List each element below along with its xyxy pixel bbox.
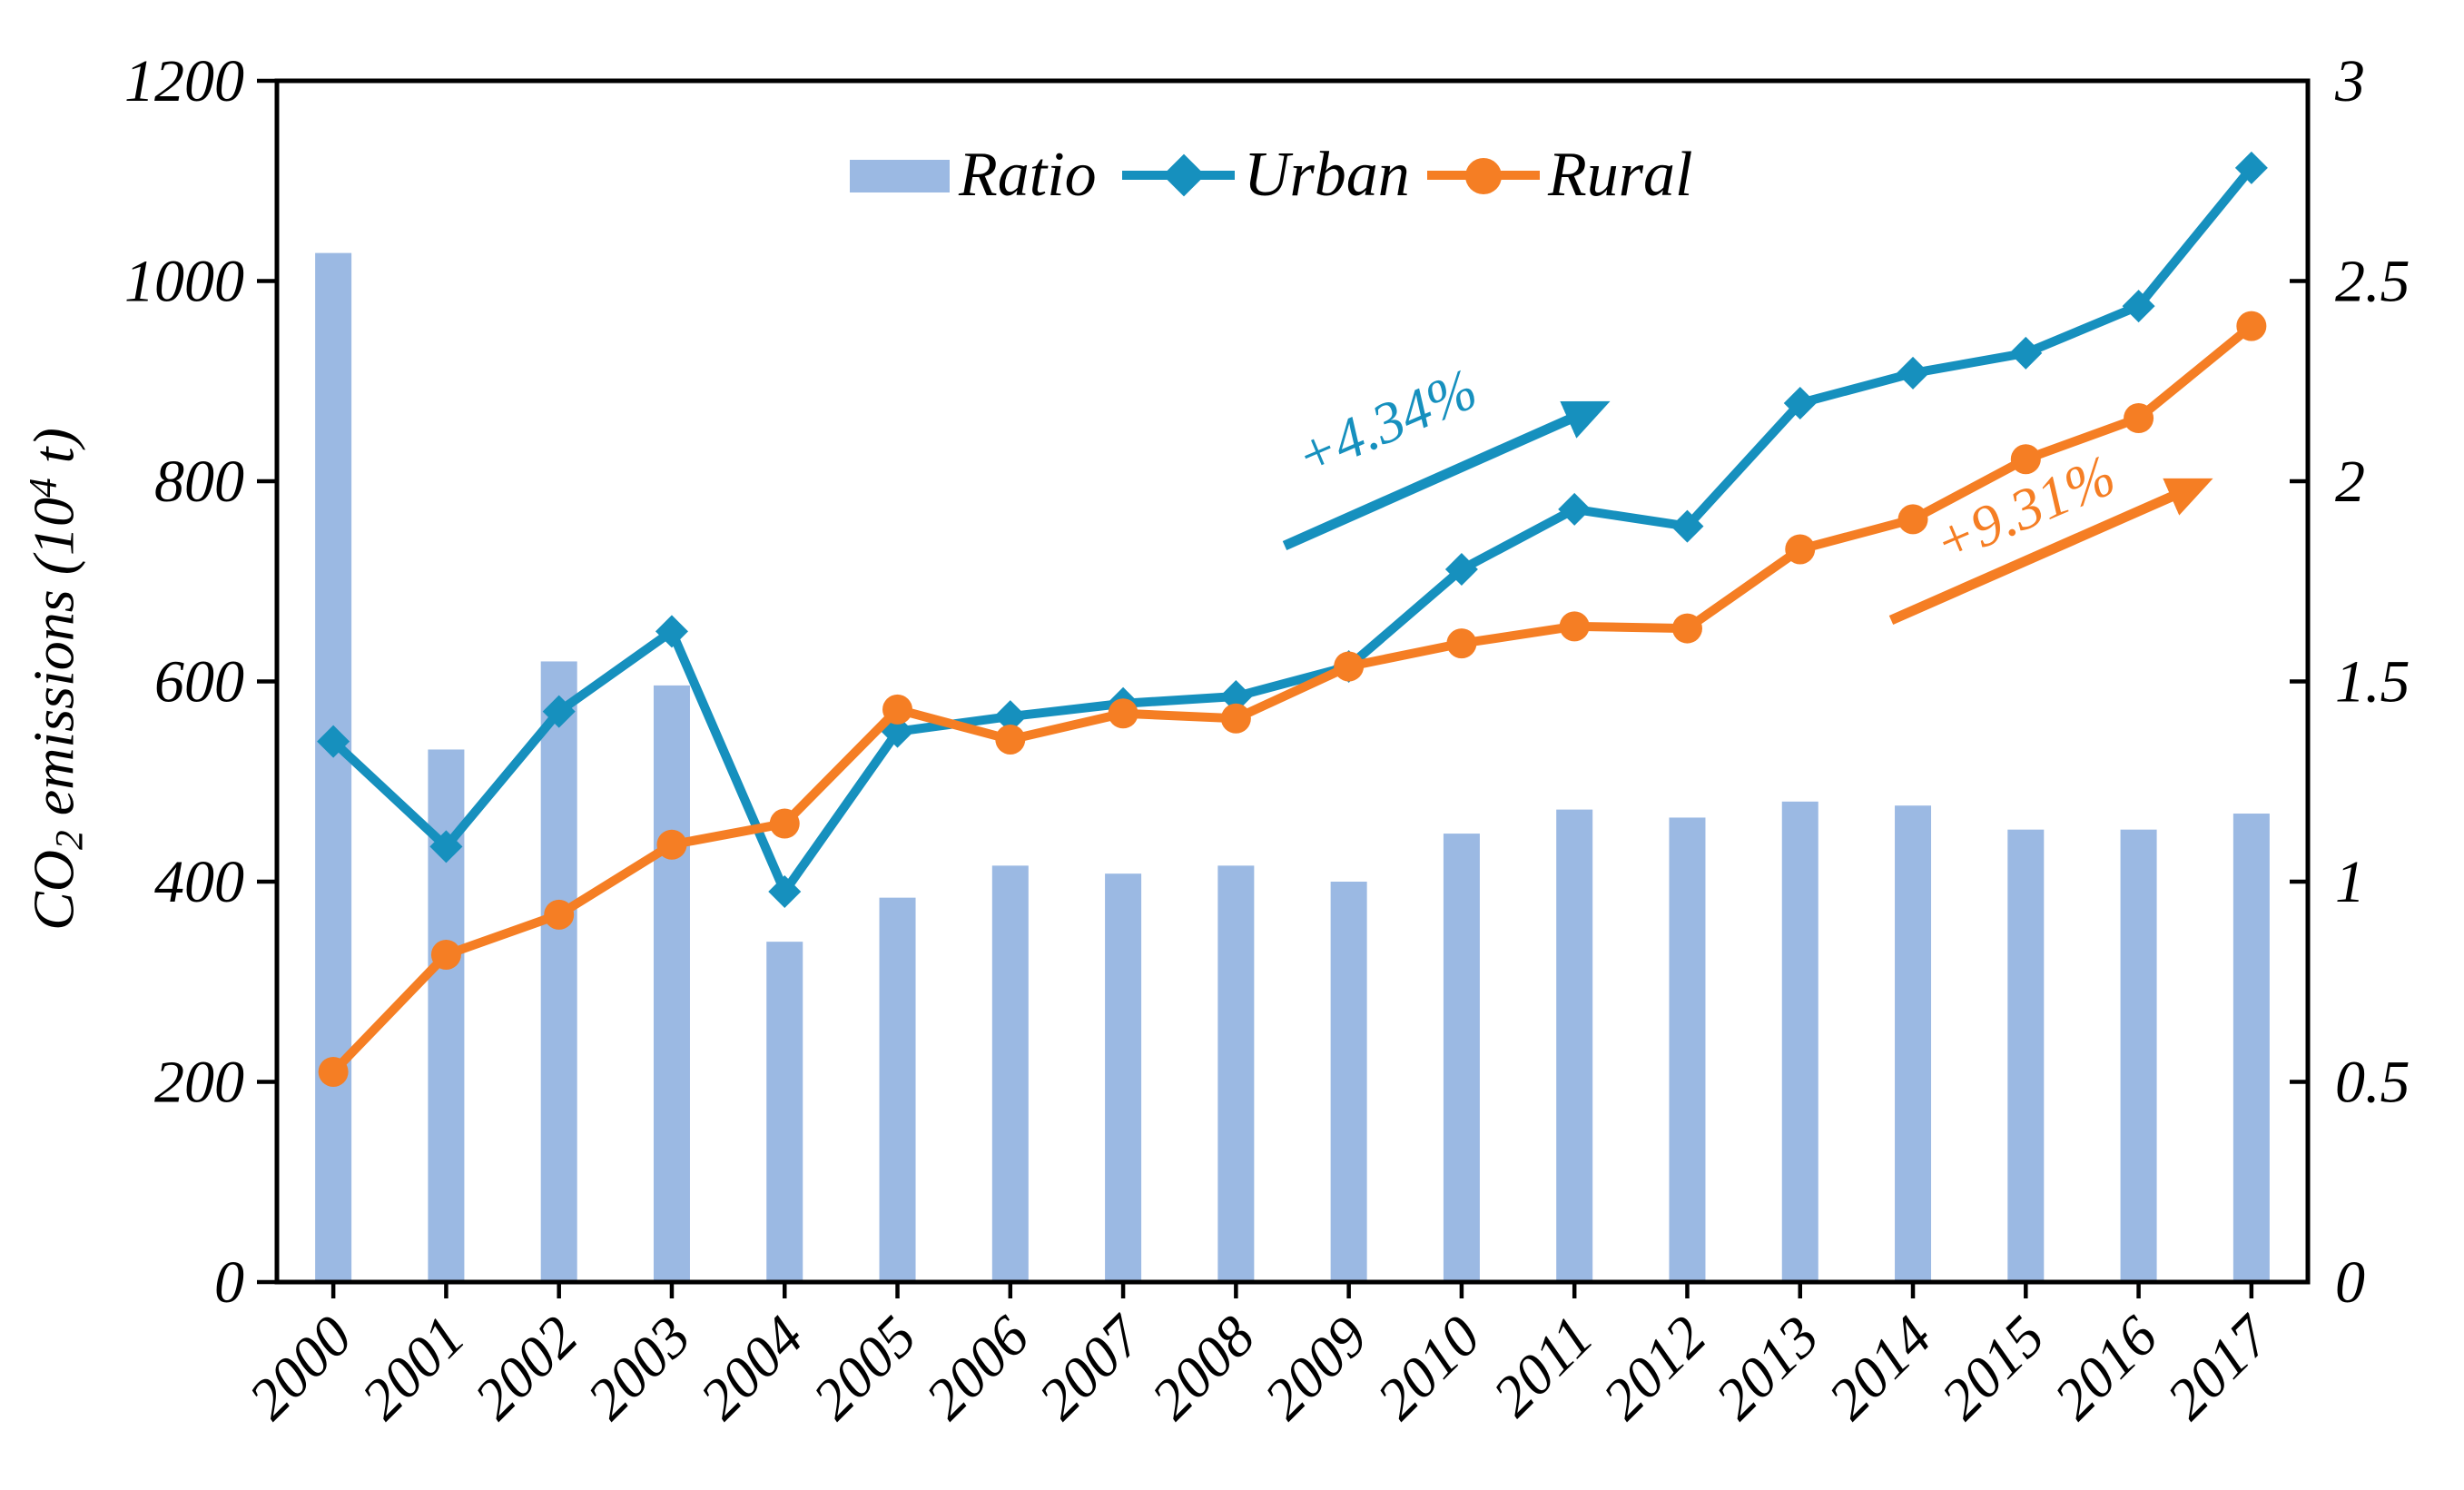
ratio-bar-2009	[1330, 882, 1367, 1282]
x-tick-label-2003: 2003	[575, 1304, 703, 1432]
rural-point-2013	[1785, 534, 1816, 565]
rural-point-2012	[1671, 613, 1702, 644]
ratio-bar-2003	[653, 685, 690, 1282]
ratio-bar-2008	[1217, 865, 1255, 1282]
right-tick-label: 0.5	[2335, 1050, 2410, 1116]
x-tick-label-2008: 2008	[1139, 1304, 1267, 1432]
left-tick-label: 200	[154, 1050, 244, 1116]
urban-point-2016	[2122, 290, 2155, 323]
x-tick-label-2010: 2010	[1365, 1304, 1493, 1432]
ratio-bar-2012	[1669, 817, 1706, 1282]
urban-point-2008	[1219, 680, 1253, 714]
urban-growth-arrow-icon	[1282, 400, 1611, 551]
rural-point-2008	[1220, 703, 1251, 734]
x-axis: 2000200120022003200420052006200720082009…	[236, 1282, 2284, 1431]
rural-point-2005	[882, 694, 913, 725]
rural-point-2003	[656, 829, 687, 860]
urban-point-2012	[1671, 509, 1704, 543]
left-tick-label: 400	[154, 849, 244, 915]
left-tick-label: 600	[154, 649, 244, 715]
rural-point-2011	[1559, 611, 1590, 642]
right-axis: 0 0.5 1 1.5 2 2.5 3	[2290, 48, 2410, 1316]
ratio-bar-2005	[879, 897, 916, 1282]
x-tick-label-2007: 2007	[1026, 1302, 1156, 1432]
x-tick-label-2014: 2014	[1816, 1304, 1944, 1432]
x-tick-label-2006: 2006	[913, 1304, 1041, 1432]
urban-line-series	[317, 151, 2268, 909]
ratio-bar-2006	[991, 865, 1029, 1282]
x-tick-label-2005: 2005	[801, 1304, 929, 1432]
rural-point-2017	[2236, 311, 2267, 341]
right-tick-label: 3	[2334, 48, 2365, 114]
right-tick-label: 0	[2335, 1249, 2365, 1316]
left-tick-label: 800	[154, 449, 244, 515]
right-tick-label: 2.5	[2335, 249, 2410, 315]
urban-point-2015	[2009, 336, 2043, 370]
x-tick-label-2011: 2011	[1481, 1304, 1605, 1428]
right-tick-label: 2	[2335, 449, 2365, 515]
ratio-bar-2016	[2120, 829, 2157, 1282]
right-tick-label: 1	[2335, 849, 2365, 915]
x-tick-label-2000: 2000	[236, 1304, 364, 1432]
ratio-bar-2011	[1556, 809, 1593, 1282]
urban-point-2014	[1897, 356, 1930, 390]
ratio-bar-2007	[1105, 873, 1142, 1282]
urban-point-2010	[1444, 553, 1478, 587]
left-tick-label: 1200	[124, 48, 244, 114]
urban-point-2001	[429, 830, 463, 863]
ratio-bar-2010	[1443, 834, 1480, 1282]
urban-point-2003	[655, 615, 688, 648]
rural-point-2000	[318, 1056, 349, 1087]
rural-point-2016	[2124, 403, 2154, 434]
rural-point-2001	[430, 939, 461, 970]
urban-point-2000	[317, 725, 350, 758]
ratio-bar-2004	[766, 942, 803, 1282]
urban-point-2013	[1783, 387, 1817, 420]
left-axis: 0 200 400 600 800 1000 1200	[124, 48, 277, 1316]
urban-point-2004	[768, 875, 802, 909]
rural-point-2014	[1897, 504, 1928, 535]
rural-point-2015	[2010, 444, 2041, 475]
rural-point-2009	[1334, 651, 1365, 682]
right-tick-label: 1.5	[2335, 649, 2410, 715]
urban-point-2017	[2234, 151, 2268, 184]
ratio-bar-2013	[1781, 801, 1818, 1282]
x-tick-label-2002: 2002	[462, 1304, 590, 1432]
ratio-bar-2015	[2007, 829, 2045, 1282]
x-tick-label-2001: 2001	[350, 1304, 478, 1432]
left-tick-label: 0	[214, 1249, 244, 1316]
rural-point-2007	[1108, 698, 1138, 729]
x-tick-label-2009: 2009	[1252, 1304, 1380, 1432]
ratio-bar-2014	[1895, 805, 1932, 1282]
rural-point-2010	[1446, 628, 1477, 659]
ratio-bar-2000	[315, 252, 352, 1282]
rural-point-2004	[769, 808, 800, 839]
x-tick-label-2016: 2016	[2042, 1304, 2170, 1432]
ratio-bars	[315, 252, 2270, 1282]
x-tick-label-2013: 2013	[1703, 1304, 1831, 1432]
rural-line-series	[318, 311, 2267, 1087]
rural-point-2002	[544, 899, 575, 930]
urban-point-2002	[542, 695, 576, 728]
x-tick-label-2015: 2015	[1928, 1304, 2056, 1432]
rural-point-2006	[995, 724, 1026, 755]
ratio-bar-2017	[2232, 814, 2270, 1282]
urban-point-2006	[993, 700, 1027, 734]
rural-growth-arrow-icon	[1888, 478, 2213, 626]
x-tick-label-2017: 2017	[2154, 1302, 2284, 1432]
left-tick-label: 1000	[124, 249, 244, 315]
x-tick-label-2012: 2012	[1591, 1304, 1719, 1432]
ratio-bar-2002	[540, 661, 577, 1282]
urban-point-2011	[1558, 492, 1592, 526]
x-tick-label-2004: 2004	[687, 1304, 815, 1432]
